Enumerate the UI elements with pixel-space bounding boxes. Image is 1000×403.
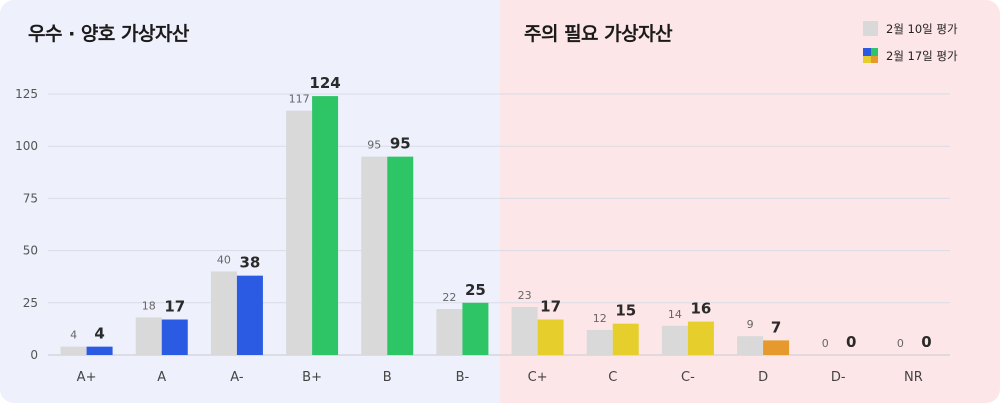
legend-swatch-cell	[863, 55, 871, 63]
x-tick-label: NR	[904, 370, 923, 385]
data-label-prev: 0	[897, 337, 904, 350]
bar-prev	[135, 317, 162, 355]
bar-prev	[286, 110, 313, 355]
bar-curr	[687, 321, 714, 355]
bar-curr	[763, 340, 790, 355]
bar-prev	[60, 346, 87, 355]
bar-prev	[586, 329, 613, 355]
data-label-curr: 25	[465, 281, 486, 299]
y-tick-label: 25	[23, 296, 38, 310]
y-tick-label: 0	[30, 348, 38, 362]
legend-swatch-cell	[863, 48, 871, 56]
chart-legend: 2월 10일 평가 2월 17일 평가	[863, 20, 958, 74]
y-tick-label: 75	[23, 191, 38, 205]
x-tick-label: B	[383, 370, 392, 385]
bar-curr	[86, 346, 113, 355]
data-label-prev: 23	[518, 289, 532, 302]
x-tick-label: A+	[77, 370, 97, 385]
x-tick-label: A	[157, 370, 166, 385]
y-tick-label: 125	[15, 87, 38, 101]
data-label-prev: 22	[442, 291, 456, 304]
good-assets-title: 우수 · 양호 가상자산	[28, 23, 189, 45]
caution-assets-title: 주의 필요 가상자산	[524, 23, 673, 45]
bar-curr	[462, 302, 489, 355]
data-label-curr: 7	[771, 318, 781, 336]
x-tick-label: C-	[681, 370, 695, 385]
data-label-curr: 38	[239, 254, 260, 272]
data-label-prev: 95	[367, 139, 381, 152]
y-tick-label: 50	[23, 244, 38, 258]
legend-swatch-cell	[870, 55, 878, 63]
data-label-prev: 4	[70, 329, 77, 342]
bar-curr	[161, 319, 188, 355]
x-tick-label: D-	[831, 370, 846, 385]
legend-label-curr: 2월 17일 평가	[886, 48, 958, 63]
data-label-curr: 95	[390, 135, 411, 153]
bar-prev	[436, 309, 463, 355]
bar-curr	[236, 275, 263, 355]
legend-swatch-prev	[863, 21, 878, 36]
x-tick-label: B-	[456, 370, 470, 385]
data-label-prev: 12	[593, 312, 607, 325]
bar-prev	[361, 156, 388, 355]
x-tick-label: A-	[230, 370, 244, 385]
legend-item-prev: 2월 10일 평가	[863, 20, 958, 37]
bar-curr	[312, 96, 339, 355]
caution-assets-panel	[500, 0, 1000, 403]
data-label-prev: 117	[289, 93, 310, 106]
bar-curr	[537, 319, 564, 355]
legend-swatch-curr	[863, 48, 878, 63]
data-label-curr: 124	[309, 74, 340, 92]
data-label-curr: 4	[94, 325, 104, 343]
data-label-curr: 16	[690, 300, 711, 318]
x-tick-label: D	[758, 370, 768, 385]
x-tick-label: C	[608, 370, 617, 385]
bar-curr	[387, 156, 414, 355]
data-label-curr: 0	[921, 333, 931, 351]
x-tick-label: B+	[302, 370, 322, 385]
y-tick-label: 100	[15, 139, 38, 153]
legend-label-prev: 2월 10일 평가	[886, 21, 958, 36]
data-label-prev: 14	[668, 308, 682, 321]
bar-prev	[661, 325, 688, 355]
bar-prev	[210, 271, 237, 355]
legend-item-curr: 2월 17일 평가	[863, 47, 958, 64]
data-label-curr: 17	[164, 298, 185, 316]
data-label-prev: 18	[142, 299, 156, 312]
legend-swatch-cell	[870, 48, 878, 56]
data-label-curr: 15	[615, 302, 636, 320]
bar-prev	[737, 336, 764, 355]
data-label-prev: 0	[822, 337, 829, 350]
bar-prev	[511, 306, 538, 355]
data-label-prev: 40	[217, 253, 231, 266]
data-label-curr: 0	[846, 333, 856, 351]
bar-curr	[612, 323, 639, 355]
data-label-prev: 9	[747, 318, 754, 331]
x-tick-label: C+	[528, 370, 548, 385]
data-label-curr: 17	[540, 298, 561, 316]
